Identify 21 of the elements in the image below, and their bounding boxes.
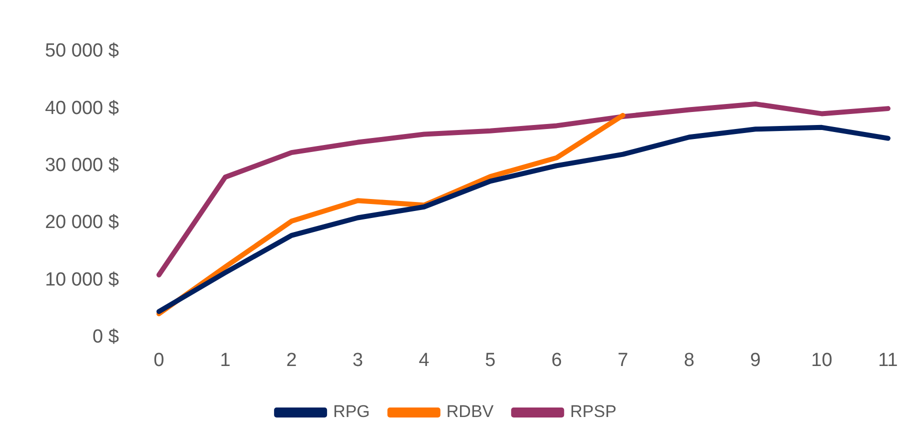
x-tick-label: 0: [154, 350, 164, 371]
x-tick-label: 8: [684, 350, 694, 371]
legend-label: RPG: [333, 402, 370, 422]
x-tick-label: 5: [485, 350, 496, 371]
y-tick-label: 0 $: [92, 326, 120, 348]
x-tick-label: 6: [551, 350, 562, 371]
x-tick-label: 2: [286, 350, 297, 371]
y-tick-label: 40 000 $: [44, 98, 120, 119]
y-tick-label: 30 000 $: [44, 154, 120, 176]
y-tick-label: 50 000 $: [44, 40, 120, 62]
x-tick-label: 4: [418, 350, 430, 371]
x-tick-label: 9: [750, 350, 761, 371]
y-tick-label: 20 000 $: [44, 212, 120, 234]
x-tick-label: 1: [220, 350, 231, 371]
x-tick-label: 7: [618, 350, 628, 371]
legend-label: RDBV: [446, 402, 494, 422]
x-tick-label: 11: [878, 350, 898, 371]
legend-label: RPSP: [570, 402, 616, 422]
x-tick-label: 10: [811, 350, 832, 371]
y-tick-label: 10 000 $: [44, 269, 120, 290]
x-tick-label: 3: [352, 350, 364, 371]
